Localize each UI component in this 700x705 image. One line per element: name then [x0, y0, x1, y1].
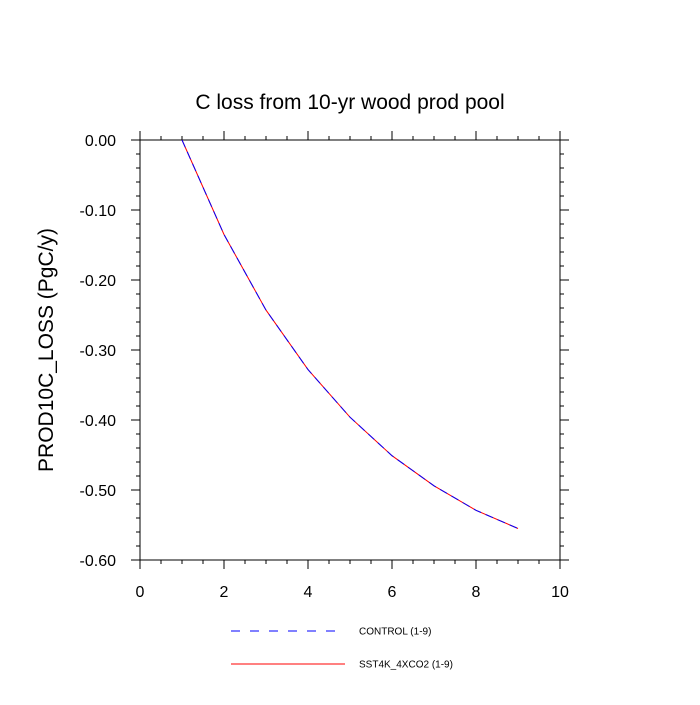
chart-title: C loss from 10-yr wood prod pool	[195, 91, 504, 114]
series-lines	[181, 139, 519, 529]
y-tick-label: -0.40	[80, 413, 117, 430]
x-tick-label: 2	[220, 584, 229, 601]
series-line-1	[181, 139, 519, 529]
y-tick-label: -0.30	[80, 343, 117, 360]
plot-frame	[139, 139, 561, 561]
legend-label-1: SST4K_4XCO2 (1-9)	[359, 660, 453, 671]
series-line-0	[181, 139, 519, 529]
y-tick-label: -0.10	[80, 203, 117, 220]
legend: CONTROL (1-9) SST4K_4XCO2 (1-9)	[231, 627, 453, 671]
y-tick-label: -0.20	[80, 273, 117, 290]
x-tick-label: 10	[551, 584, 569, 601]
axis-ticks: 0 2 4 6 8 10 0.00 -0.10 -0.20 -0.30 -0.40 -0.50 -0.6…	[80, 131, 569, 601]
x-tick-label: 6	[388, 584, 397, 601]
legend-label-0: CONTROL (1-9)	[359, 627, 431, 638]
x-tick-label: 0	[136, 584, 145, 601]
x-tick-label: 4	[304, 584, 313, 601]
y-tick-label: -0.50	[80, 483, 117, 500]
y-tick-label: -0.60	[80, 553, 117, 570]
y-axis-label: PROD10C_LOSS (PgC/y)	[35, 228, 58, 472]
y-tick-label: 0.00	[85, 133, 116, 150]
x-tick-label: 8	[472, 584, 481, 601]
